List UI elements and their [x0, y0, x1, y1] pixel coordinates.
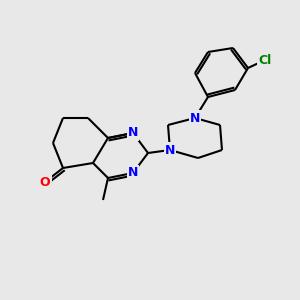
Text: Cl: Cl: [258, 53, 272, 67]
Text: O: O: [40, 176, 50, 188]
Text: N: N: [165, 143, 175, 157]
Text: N: N: [128, 167, 138, 179]
Text: N: N: [128, 127, 138, 140]
Text: N: N: [190, 112, 200, 124]
